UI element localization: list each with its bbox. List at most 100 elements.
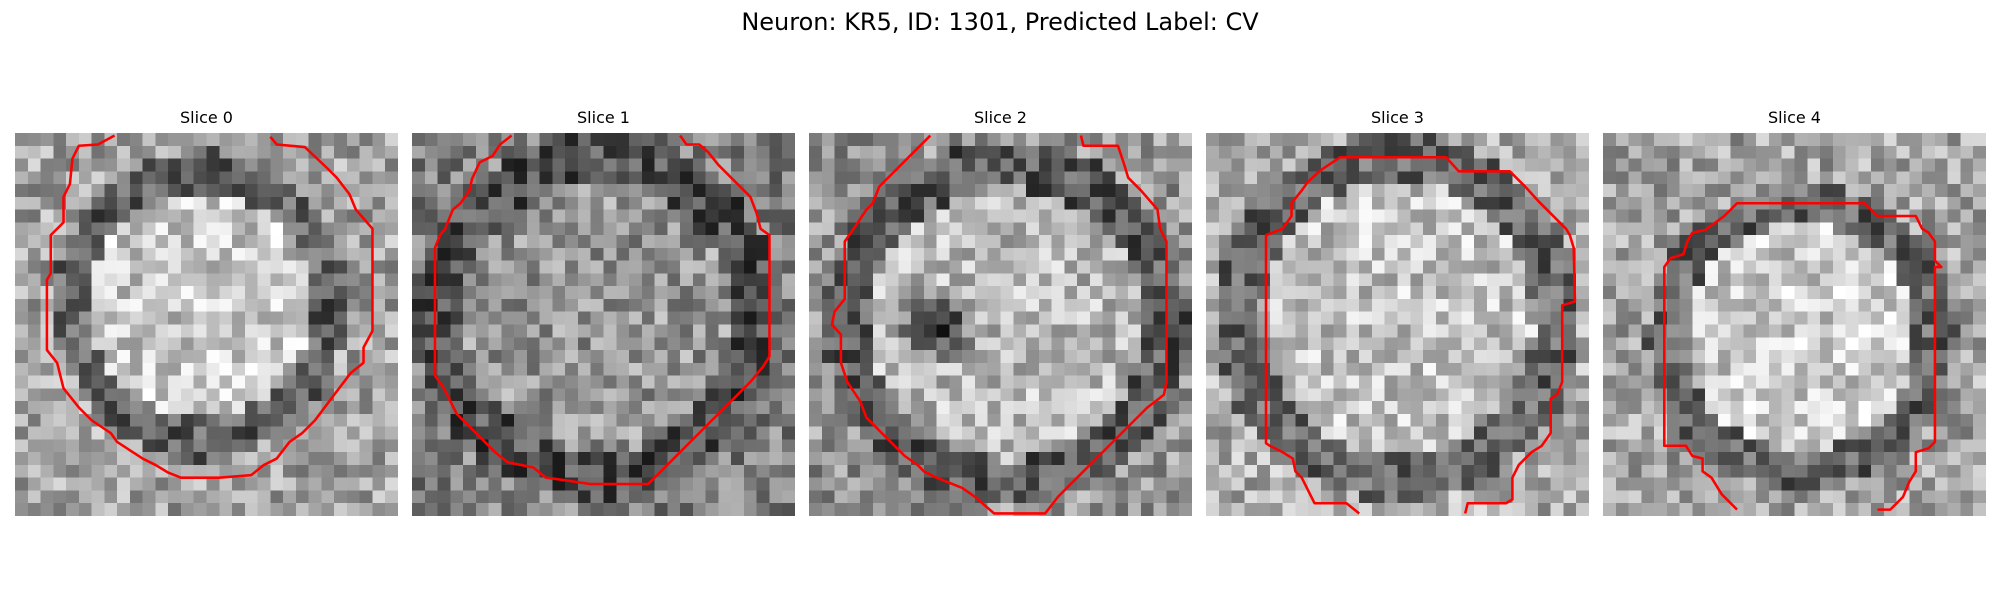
pixel — [641, 273, 655, 287]
pixel — [193, 171, 207, 185]
pixel — [629, 413, 643, 427]
pixel — [1730, 184, 1744, 198]
pixel — [219, 311, 233, 325]
pixel — [1781, 388, 1795, 402]
pixel — [180, 464, 194, 478]
pixel — [743, 439, 757, 453]
pixel — [1692, 439, 1706, 453]
pixel — [526, 413, 540, 427]
pixel — [206, 350, 220, 364]
pixel — [257, 490, 271, 504]
pixel — [1166, 196, 1180, 210]
pixel — [1115, 464, 1129, 478]
pixel — [1448, 171, 1462, 185]
pixel — [270, 273, 284, 287]
pixel — [552, 235, 566, 249]
pixel — [283, 388, 297, 402]
pixel — [1781, 503, 1795, 516]
pixel — [501, 158, 515, 172]
pixel — [718, 196, 732, 210]
pixel — [1179, 350, 1192, 364]
pixel — [1922, 503, 1936, 516]
pixel — [885, 490, 899, 504]
pixel — [1756, 311, 1770, 325]
pixel — [1244, 426, 1258, 440]
pixel — [834, 490, 848, 504]
pixel — [756, 401, 770, 415]
pixel — [334, 464, 348, 478]
pixel — [1537, 222, 1551, 236]
pixel — [53, 133, 67, 147]
pixel — [412, 171, 426, 185]
pixel — [782, 222, 795, 236]
pixel — [1448, 209, 1462, 223]
pixel — [359, 311, 373, 325]
pixel — [1140, 171, 1154, 185]
pixel — [437, 286, 451, 300]
pixel — [847, 452, 861, 466]
pixel — [821, 298, 835, 312]
pixel — [129, 375, 143, 389]
pixel — [1845, 273, 1859, 287]
pixel — [1743, 350, 1757, 364]
pixel — [1140, 375, 1154, 389]
pixel — [463, 260, 477, 274]
pixel — [962, 324, 976, 338]
pixel — [923, 464, 937, 478]
pixel — [731, 350, 745, 364]
pixel — [1743, 298, 1757, 312]
pixel — [1973, 133, 1986, 147]
pixel — [1960, 196, 1974, 210]
pixel — [974, 413, 988, 427]
pixel — [1883, 464, 1897, 478]
pixel — [860, 133, 874, 147]
pixel — [1089, 260, 1103, 274]
pixel — [1909, 477, 1923, 491]
pixel — [1140, 145, 1154, 159]
pixel — [1807, 477, 1821, 491]
pixel — [539, 209, 553, 223]
pixel — [565, 337, 579, 351]
pixel — [987, 260, 1001, 274]
pixel — [1064, 184, 1078, 198]
pixel — [514, 171, 528, 185]
pixel — [898, 388, 912, 402]
pixel — [1781, 184, 1795, 198]
pixel — [1128, 145, 1142, 159]
pixel — [1486, 311, 1500, 325]
pixel — [680, 145, 694, 159]
pixel — [117, 286, 131, 300]
pixel — [1896, 324, 1910, 338]
pixel — [1026, 196, 1040, 210]
pixel — [359, 145, 373, 159]
pixel — [1692, 171, 1706, 185]
pixel — [1423, 324, 1437, 338]
pixel — [629, 235, 643, 249]
pixel — [1461, 477, 1475, 491]
pixel — [53, 350, 67, 364]
pixel — [1576, 209, 1589, 223]
pixel — [1883, 362, 1897, 376]
pixel — [1218, 273, 1232, 287]
pixel — [1909, 273, 1923, 287]
slice-image — [412, 133, 795, 516]
pixel — [334, 477, 348, 491]
pixel — [66, 298, 80, 312]
pixel — [1410, 209, 1424, 223]
pixel — [1537, 464, 1551, 478]
pixel — [680, 413, 694, 427]
pixel — [526, 286, 540, 300]
pixel — [1013, 375, 1027, 389]
pixel — [1486, 158, 1500, 172]
pixel — [1628, 133, 1642, 147]
pixel — [1641, 362, 1655, 376]
pixel — [1359, 375, 1373, 389]
pixel — [475, 350, 489, 364]
pixel — [974, 388, 988, 402]
pixel — [1947, 222, 1961, 236]
pixel — [885, 286, 899, 300]
pixel — [1359, 158, 1373, 172]
pixel — [1013, 171, 1027, 185]
pixel — [847, 464, 861, 478]
pixel — [1295, 490, 1309, 504]
